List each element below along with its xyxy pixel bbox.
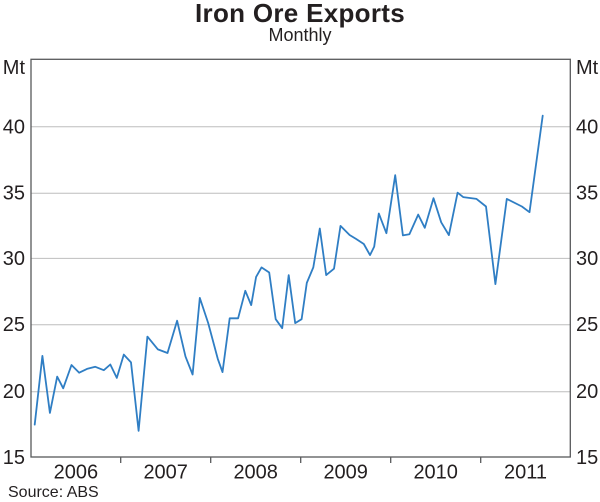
svg-text:35: 35 [576, 183, 598, 205]
svg-text:40: 40 [576, 117, 598, 139]
svg-text:30: 30 [3, 248, 25, 270]
svg-text:40: 40 [3, 117, 25, 139]
svg-text:35: 35 [3, 183, 25, 205]
svg-text:15: 15 [576, 447, 598, 469]
svg-text:20: 20 [3, 381, 25, 403]
svg-text:2006: 2006 [54, 462, 99, 484]
svg-text:25: 25 [3, 314, 25, 336]
svg-text:25: 25 [576, 314, 598, 336]
svg-text:15: 15 [3, 447, 25, 469]
svg-text:30: 30 [576, 248, 598, 270]
svg-text:2007: 2007 [143, 462, 188, 484]
svg-text:Mt: Mt [3, 57, 26, 79]
svg-text:2010: 2010 [413, 462, 458, 484]
svg-text:2008: 2008 [233, 462, 278, 484]
svg-text:2009: 2009 [323, 462, 368, 484]
svg-text:Mt: Mt [576, 57, 599, 79]
svg-text:20: 20 [576, 381, 598, 403]
svg-text:2011: 2011 [504, 462, 547, 484]
